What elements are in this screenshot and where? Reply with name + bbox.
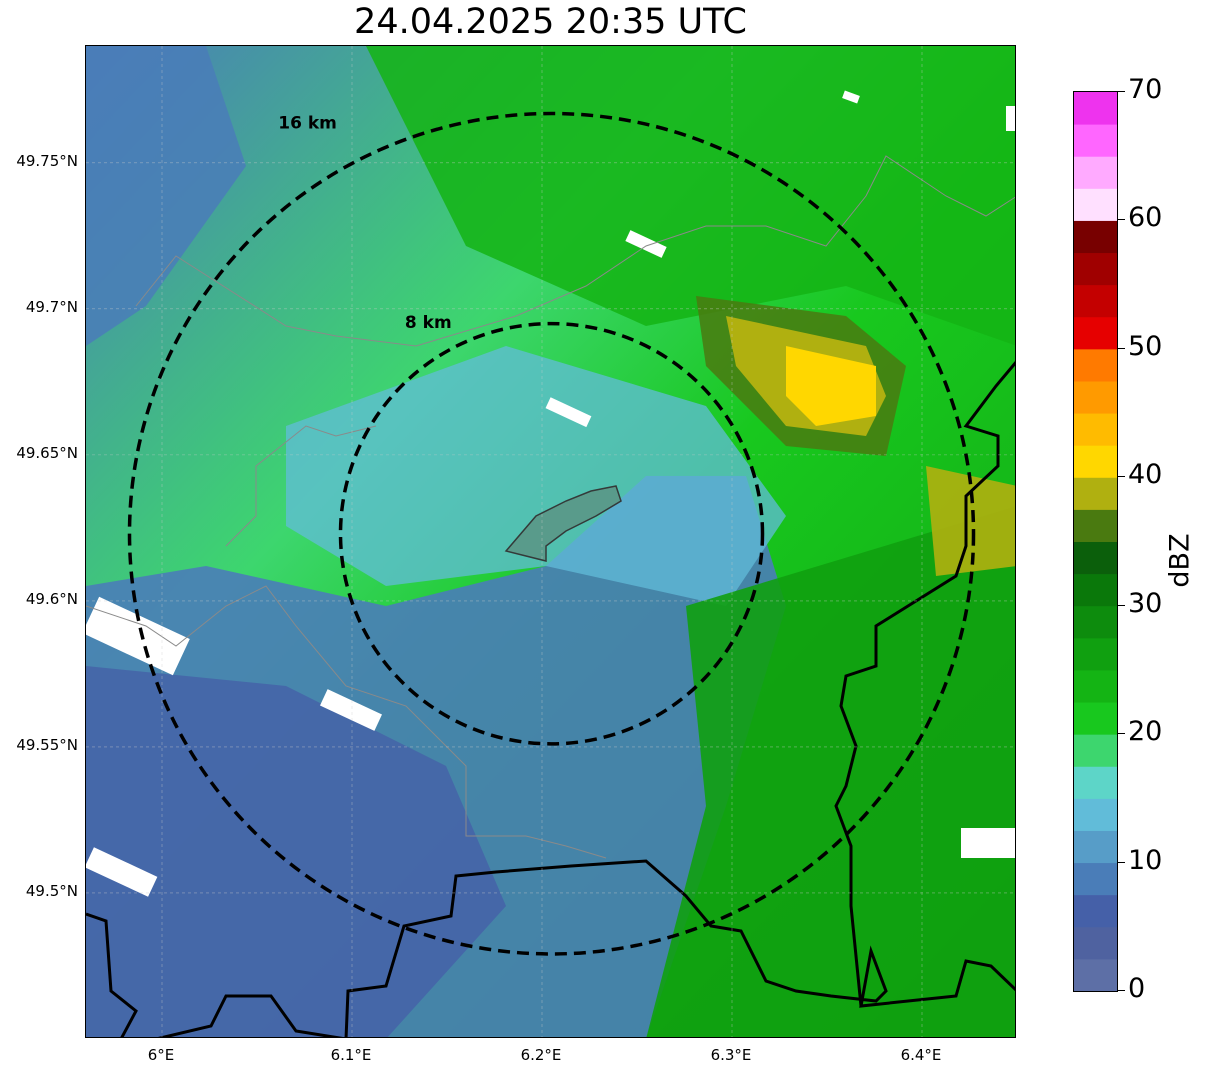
- colorbar-segment: [1074, 188, 1117, 221]
- radar-map-canvas: 8 km 16 km: [86, 46, 1015, 1037]
- country-border-south: [157, 859, 1015, 1037]
- colorbar-tick: [1118, 861, 1125, 863]
- colorbar-segment: [1074, 124, 1117, 157]
- light-reflectivity-region: [286, 346, 786, 606]
- country-border-west: [86, 912, 138, 1037]
- colorbar-segment: [1074, 509, 1117, 542]
- colorbar-scale: [1074, 92, 1117, 992]
- colorbar-segment: [1074, 380, 1117, 414]
- latitude-tick-label: 49.7°N: [25, 297, 78, 316]
- graticule: [86, 46, 1015, 1037]
- admin-boundary-north: [135, 155, 1015, 347]
- colorbar-tick-label: 30: [1128, 587, 1163, 619]
- colorbar-segment: [1074, 702, 1117, 735]
- colorbar-tick: [1118, 219, 1125, 221]
- range-rings: 8 km 16 km: [127, 111, 976, 956]
- colorbar-tick: [1118, 604, 1125, 606]
- colorbar-tick: [1118, 733, 1125, 735]
- colorbar-segment: [1074, 445, 1117, 478]
- colorbar-title: dBZ: [1164, 533, 1196, 588]
- longitude-tick-label: 6°E: [147, 1046, 175, 1064]
- colorbar-segment: [1074, 894, 1117, 928]
- latitude-tick-label: 49.65°N: [16, 443, 78, 462]
- colorbar-segment: [1074, 252, 1117, 286]
- latitude-tick-label: 49.6°N: [25, 589, 78, 608]
- latitude-tick-label: 49.5°N: [25, 881, 78, 900]
- colorbar-segment: [1074, 156, 1117, 189]
- colorbar-tick-label: 60: [1128, 202, 1163, 234]
- latitude-tick-label: 49.75°N: [16, 151, 78, 170]
- range-ring-16km: [127, 111, 976, 956]
- colorbar-segment: [1074, 958, 1117, 992]
- storm-cell-east: [926, 466, 1015, 576]
- colorbar-tick: [1118, 476, 1125, 478]
- colorbar-tick-label: 40: [1128, 459, 1163, 491]
- colorbar-segment: [1074, 637, 1117, 671]
- colorbar-segment: [1074, 541, 1117, 575]
- latitude-tick-label: 49.55°N: [16, 735, 78, 754]
- east-moderate-region: [646, 506, 1015, 1037]
- colorbar-segment: [1074, 830, 1117, 864]
- admin-boundary-west: [225, 425, 377, 547]
- colorbar-segment: [1074, 220, 1117, 254]
- colorbar-segment: [1074, 348, 1117, 382]
- colorbar-segment: [1074, 669, 1117, 703]
- colorbar-tick: [1118, 990, 1125, 991]
- range-ring-label: 16 km: [278, 114, 337, 134]
- colorbar-segment: [1074, 605, 1117, 639]
- colorbar-segment: [1074, 862, 1117, 896]
- colorbar-segment: [1074, 798, 1117, 831]
- north-moderate-region: [366, 46, 1015, 346]
- colorbar-segment: [1074, 926, 1117, 960]
- range-ring-8km: [338, 321, 765, 746]
- colorbar-tick: [1118, 91, 1125, 92]
- storm-cell-core: [786, 346, 876, 426]
- longitude-tick-label: 6.2°E: [520, 1046, 562, 1064]
- colorbar-tick-label: 70: [1128, 74, 1163, 105]
- northwest-low-region: [86, 46, 246, 346]
- colorbar-segment: [1074, 284, 1117, 318]
- longitude-tick-label: 6.4°E: [900, 1046, 942, 1064]
- country-border-east: [834, 361, 1015, 1007]
- colorbar-tick: [1118, 347, 1125, 349]
- admin-boundary-south: [86, 585, 607, 859]
- colorbar-segment: [1074, 734, 1117, 767]
- longitude-tick-label: 6.3°E: [710, 1046, 752, 1064]
- no-data-streaks: [86, 90, 1015, 897]
- colorbar-segment: [1074, 766, 1117, 799]
- range-ring-label: 8 km: [405, 313, 452, 333]
- colorbar-segment: [1074, 477, 1117, 510]
- colorbar-tick-label: 20: [1128, 716, 1163, 748]
- longitude-tick-label: 6.1°E: [330, 1046, 372, 1064]
- map-title: 24.04.2025 20:35 UTC: [354, 2, 747, 42]
- colorbar-segment: [1074, 413, 1117, 446]
- colorbar-segment: [1074, 316, 1117, 350]
- colorbar: [1073, 91, 1118, 992]
- city-outline: [504, 485, 622, 562]
- colorbar-segment: [1074, 92, 1117, 125]
- very-low-reflectivity-region: [86, 666, 506, 1037]
- colorbar-tick-label: 10: [1128, 844, 1163, 876]
- colorbar-tick-label: 0: [1128, 973, 1146, 1004]
- colorbar-tick-label: 50: [1128, 330, 1163, 362]
- colorbar-segment: [1074, 573, 1117, 607]
- radar-map[interactable]: 8 km 16 km: [85, 45, 1016, 1038]
